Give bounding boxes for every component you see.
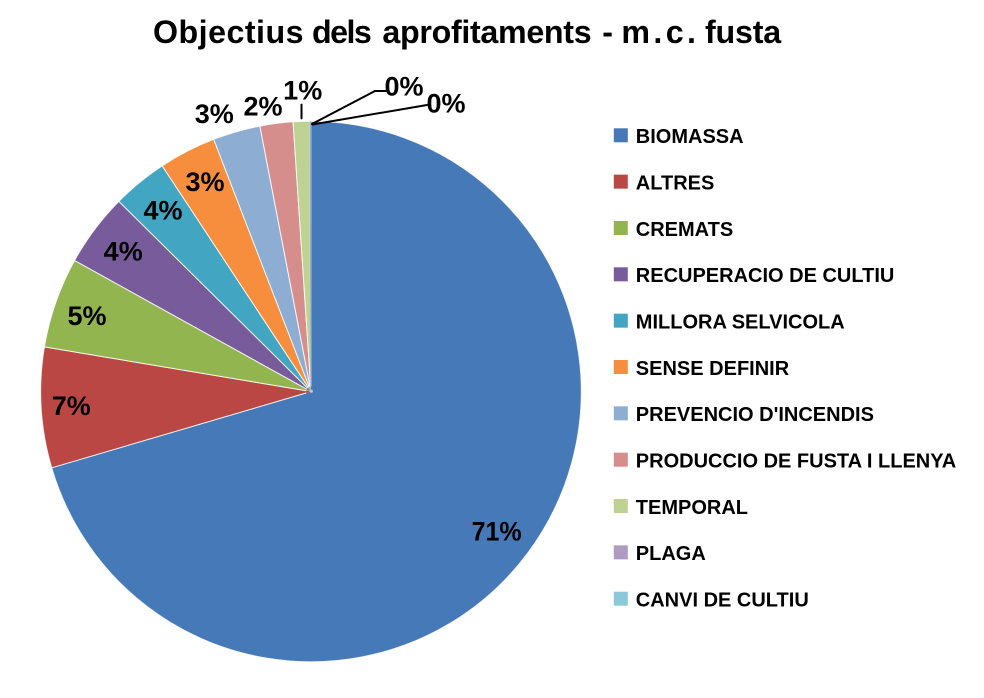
svg-text:ALTRES: ALTRES — [636, 172, 715, 194]
svg-text:CREMATS: CREMATS — [636, 219, 733, 241]
svg-text:4%: 4% — [104, 237, 143, 267]
svg-text:BIOMASSA: BIOMASSA — [636, 126, 744, 148]
svg-text:2%: 2% — [243, 91, 282, 121]
svg-text:CANVI DE CULTIU: CANVI DE CULTIU — [636, 590, 809, 612]
svg-text:dels: dels — [312, 14, 372, 50]
svg-text:SENSE DEFINIR: SENSE DEFINIR — [636, 358, 790, 380]
svg-text:MILLORA SELVICOLA: MILLORA SELVICOLA — [636, 311, 845, 333]
svg-text:PLAGA: PLAGA — [636, 543, 706, 565]
svg-text:aprofitaments: aprofitaments — [382, 14, 591, 50]
svg-text:5%: 5% — [67, 301, 106, 331]
svg-text:71%: 71% — [472, 517, 522, 547]
svg-text:1%: 1% — [283, 76, 322, 106]
svg-text:fusta: fusta — [705, 14, 782, 50]
svg-text:TEMPORAL: TEMPORAL — [636, 497, 748, 519]
svg-text:m.c.: m.c. — [621, 14, 696, 50]
svg-text:PREVENCIO D'INCENDIS: PREVENCIO D'INCENDIS — [636, 404, 874, 426]
svg-text:0%: 0% — [384, 72, 423, 102]
svg-text:4%: 4% — [143, 195, 182, 225]
svg-text:3%: 3% — [185, 167, 224, 197]
svg-text:PRODUCCIO DE FUSTA I LLENYA: PRODUCCIO DE FUSTA I LLENYA — [636, 450, 956, 472]
svg-text:Objectius: Objectius — [153, 14, 304, 50]
svg-text:7%: 7% — [52, 391, 91, 421]
svg-text:RECUPERACIO DE CULTIU: RECUPERACIO DE CULTIU — [636, 265, 895, 287]
svg-text:-: - — [602, 14, 613, 50]
svg-text:0%: 0% — [426, 88, 465, 118]
svg-text:3%: 3% — [195, 99, 234, 129]
